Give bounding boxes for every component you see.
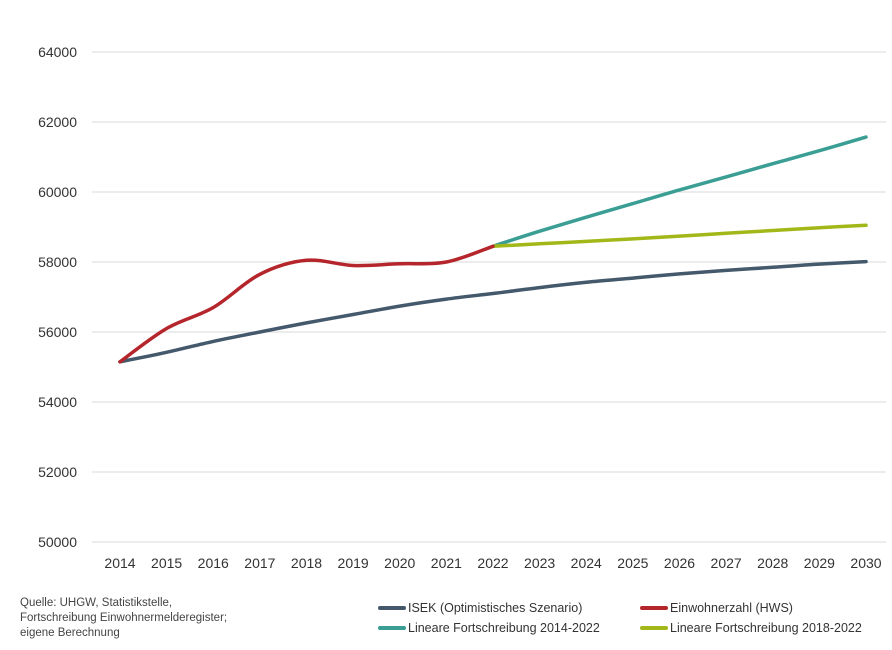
x-tick-label-2021: 2021 — [431, 555, 462, 571]
series-line-fortschreibung-2014-2022 — [491, 135, 868, 249]
legend-label-isek: ISEK (Optimistisches Szenario) — [408, 601, 583, 615]
source-note: Quelle: UHGW, Statistikstelle, Fortschre… — [20, 596, 320, 641]
legend-label-fortschreibung-2014-2022: Lineare Fortschreibung 2014-2022 — [408, 621, 600, 635]
x-tick-label-2024: 2024 — [571, 555, 602, 571]
y-tick-label-58000: 58000 — [38, 254, 77, 270]
source-line-1: Quelle: UHGW, Statistikstelle, — [20, 597, 173, 609]
x-tick-label-2022: 2022 — [477, 555, 508, 571]
series-line-einwohnerzahl — [118, 244, 495, 364]
x-tick-label-2017: 2017 — [244, 555, 275, 571]
legend-item-isek: ISEK (Optimistisches Szenario) — [378, 601, 582, 615]
legend-label-fortschreibung-2018-2022: Lineare Fortschreibung 2018-2022 — [670, 621, 862, 635]
legend-swatch-isek — [378, 606, 406, 610]
legend-swatch-einwohnerzahl — [640, 606, 668, 610]
y-tick-label-60000: 60000 — [38, 184, 77, 200]
legend-item-fortschreibung-2014-2022: Lineare Fortschreibung 2014-2022 — [378, 621, 600, 635]
x-tick-label-2015: 2015 — [151, 555, 182, 571]
y-axis-tick-labels: 50000 52000 54000 56000 58000 60000 62000 64000 — [38, 44, 77, 550]
legend-item-fortschreibung-2018-2022: Lineare Fortschreibung 2018-2022 — [640, 621, 862, 635]
x-axis-tick-labels: 2014 2015 2016 2017 2018 2019 2020 2021 2022 2023… — [104, 555, 881, 571]
source-line-2: Fortschreibung Einwohnermelderegister; — [20, 612, 228, 624]
x-tick-label-2023: 2023 — [524, 555, 555, 571]
legend-swatch-fortschreibung-2018-2022 — [640, 626, 668, 630]
x-tick-label-2028: 2028 — [757, 555, 788, 571]
source-line-3: eigene Berechnung — [20, 627, 120, 639]
x-tick-label-2019: 2019 — [338, 555, 369, 571]
legend-item-einwohnerzahl: Einwohnerzahl (HWS) — [640, 601, 793, 615]
y-tick-label-56000: 56000 — [38, 324, 77, 340]
legend-swatch-fortschreibung-2014-2022 — [378, 626, 406, 630]
y-tick-label-64000: 64000 — [38, 44, 77, 60]
y-tick-label-50000: 50000 — [38, 534, 77, 550]
x-tick-label-2029: 2029 — [804, 555, 835, 571]
x-tick-label-2016: 2016 — [198, 555, 229, 571]
x-tick-label-2030: 2030 — [850, 555, 881, 571]
y-tick-label-52000: 52000 — [38, 464, 77, 480]
x-tick-label-2018: 2018 — [291, 555, 322, 571]
legend-label-einwohnerzahl: Einwohnerzahl (HWS) — [670, 601, 793, 615]
x-tick-label-2014: 2014 — [104, 555, 135, 571]
y-tick-label-54000: 54000 — [38, 394, 77, 410]
x-tick-label-2027: 2027 — [711, 555, 742, 571]
series-line-isek — [118, 259, 868, 364]
series-lines — [118, 135, 868, 364]
y-tick-label-62000: 62000 — [38, 114, 77, 130]
x-tick-label-2020: 2020 — [384, 555, 415, 571]
x-tick-label-2026: 2026 — [664, 555, 695, 571]
grid-lines — [92, 51, 886, 543]
x-tick-label-2025: 2025 — [617, 555, 648, 571]
series-line-fortschreibung-2018-2022 — [491, 223, 868, 249]
